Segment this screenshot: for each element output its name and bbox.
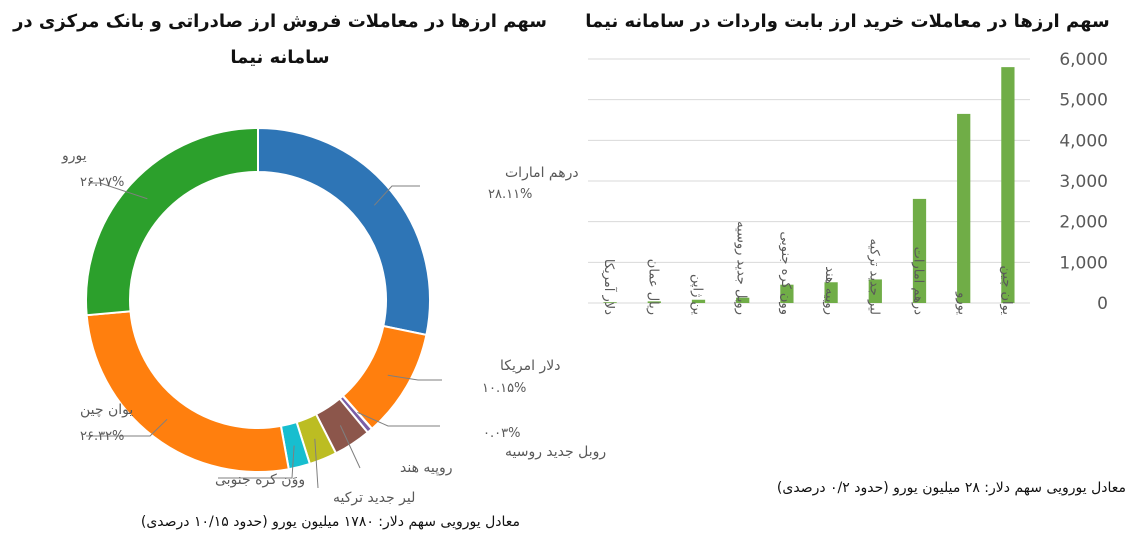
bar xyxy=(824,282,838,303)
bar-chart-title: سهم ارزها در معاملات خرید ارز بابت واردا… xyxy=(585,11,1110,32)
y-tick-label: 6,000 xyxy=(1059,50,1108,70)
donut-slice-value: ۱۰.۱۵% xyxy=(482,381,526,396)
bar xyxy=(647,301,661,303)
x-tick-label: درهم امارات xyxy=(911,247,926,316)
y-tick-label: 2,000 xyxy=(1059,213,1108,233)
donut-chart-footnote: معادل یورویی سهم دلار: ۱۷۸۰ میلیون یورو … xyxy=(140,514,520,530)
donut-leader-line xyxy=(339,425,361,469)
donut-slice-label: یوان چین xyxy=(80,402,133,418)
donut-leader-line xyxy=(357,411,440,427)
x-tick-label: دلار آمریکا xyxy=(601,259,618,315)
donut-chart: درهم امارات ۲۸.۱۱% دلار امریکا ۱۰.۱۵% ۰.۰۳% ر… xyxy=(61,126,606,506)
donut-chart-title: سهم ارزها در معاملات فروش ارز صادراتی و … xyxy=(13,11,547,68)
x-tick-label: وون کره جنوبی xyxy=(778,231,793,315)
donut-leader-line xyxy=(218,445,295,479)
donut-slice-label: درهم امارات xyxy=(505,165,579,181)
bar xyxy=(736,297,750,303)
x-tick-label: یوان چین xyxy=(999,266,1014,316)
donut-slice-value: ۰.۰۳% xyxy=(483,426,520,441)
x-tick-label: روبل جدید روسیه xyxy=(734,221,749,315)
bar xyxy=(912,198,927,303)
donut-leader-line xyxy=(86,418,168,437)
bar xyxy=(957,113,971,304)
donut-leader-line xyxy=(88,182,148,200)
donut-leader-line xyxy=(373,185,420,206)
bar-chart: 0 1,000 2,000 3,000 4,000 5,000 6,000 دلار آمری… xyxy=(588,50,1108,316)
bar-chart-footnote: معادل یورویی سهم دلار: ۲۸ میلیون یورو (ح… xyxy=(776,480,1126,496)
donut-slice xyxy=(85,126,259,317)
donut-slice-label: روبل جدید روسیه xyxy=(505,444,606,460)
donut-slice-label: دلار امریکا xyxy=(500,358,560,374)
donut-slice-value: ۲۸.۱۱% xyxy=(488,187,532,202)
donut-slice xyxy=(257,126,431,337)
y-tick-label: 0 xyxy=(1097,294,1108,314)
bar xyxy=(868,279,882,303)
y-tick-label: 1,000 xyxy=(1059,253,1108,273)
donut-slice-value: ۲۶.۲۷% xyxy=(80,175,124,190)
bar xyxy=(1001,67,1015,303)
y-tick-label: 5,000 xyxy=(1059,91,1108,111)
donut-slice-label: ووَن کره جنوبی xyxy=(215,472,305,488)
bar-chart-panel: سهم ارزها در معاملات خرید ارز بابت واردا… xyxy=(570,0,1130,556)
donut-chart-panel: سهم ارزها در معاملات فروش ارز صادراتی و … xyxy=(0,0,606,556)
donut-leader-line xyxy=(314,438,319,489)
x-tick-label: ین ژاپن xyxy=(690,274,705,315)
donut-slice-label: یورو xyxy=(61,148,87,164)
bar xyxy=(691,299,706,303)
x-tick-label: ریال عمان xyxy=(645,259,660,315)
donut-slice-label: روپیه هند xyxy=(400,460,453,476)
x-tick-label: یورو xyxy=(955,291,970,315)
donut-slice-value: ۲۶.۳۲% xyxy=(80,429,124,444)
y-tick-label: 4,000 xyxy=(1059,131,1108,151)
donut-slice-label: لیر جدید ترکیه xyxy=(333,490,415,506)
bar xyxy=(603,302,617,303)
x-tick-label: روپیه هند xyxy=(822,266,837,315)
bar xyxy=(780,284,794,303)
x-tick-label: لیر جدید ترکیه xyxy=(866,239,881,316)
donut-leader-line xyxy=(387,374,442,381)
y-tick-label: 3,000 xyxy=(1059,172,1108,192)
donut-slice xyxy=(85,310,290,473)
